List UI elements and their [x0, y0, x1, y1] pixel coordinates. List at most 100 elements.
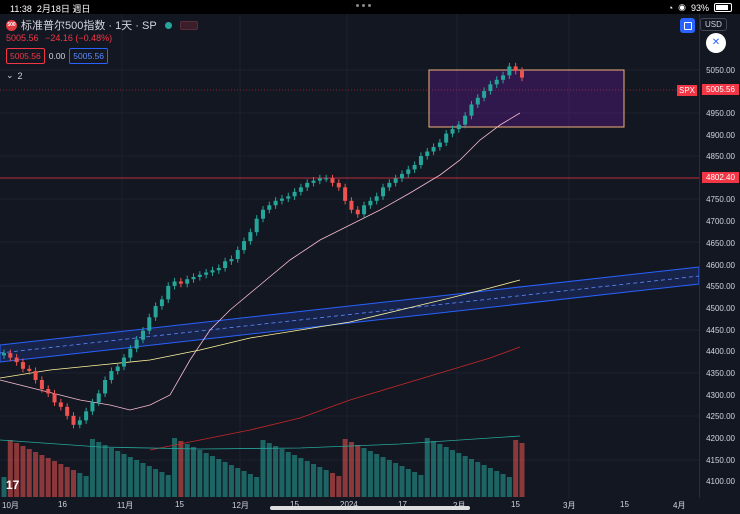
volume-bar: [399, 466, 405, 497]
candle-body: [324, 178, 329, 180]
volume-bar: [317, 467, 323, 497]
volume-bar: [121, 454, 127, 497]
candle-body: [58, 402, 63, 407]
currency-select[interactable]: USD: [700, 18, 727, 31]
time-label: 2024: [340, 500, 358, 509]
volume-bar: [393, 463, 399, 497]
fullscreen-icon[interactable]: [680, 18, 695, 33]
multitask-dots[interactable]: [356, 4, 371, 7]
time-label: 3月: [563, 501, 576, 510]
alert-icon[interactable]: [179, 20, 198, 30]
candle-body: [425, 151, 430, 156]
axis-tick: 4700.00: [706, 217, 735, 226]
volume-bar: [494, 471, 500, 497]
volume-bar: [247, 474, 253, 497]
axis-tick: 5050.00: [706, 66, 735, 75]
time-label: 2月: [453, 500, 465, 511]
price-line: 5005.56 −24.16 (−0.48%): [6, 33, 112, 43]
candle-body: [475, 97, 480, 105]
candle-body: [412, 164, 417, 170]
volume-bar: [209, 456, 215, 497]
sell-button[interactable]: 5005.56: [6, 48, 45, 64]
candle-body: [279, 198, 284, 201]
candle-body: [261, 209, 265, 219]
crosshair-icon[interactable]: ✕: [706, 33, 726, 53]
candle-body: [2, 353, 6, 356]
axis-tick: 4200.00: [706, 434, 735, 443]
price-change: −24.16 (−0.48%): [45, 33, 113, 43]
candle-body: [153, 306, 158, 318]
candle-body: [103, 380, 108, 394]
volume-bar: [89, 439, 95, 497]
volume-bar: [102, 445, 108, 497]
symbol-tag: SPX: [677, 85, 698, 96]
candle-body: [33, 371, 38, 380]
volume-bar: [424, 438, 430, 497]
candlesticks: [2, 62, 524, 429]
volume-bar: [146, 466, 152, 497]
volume-bar: [519, 443, 525, 497]
buy-button[interactable]: 5005.56: [69, 48, 109, 64]
candle-body: [77, 420, 82, 425]
volume-bar: [412, 472, 418, 497]
volume-bar: [380, 457, 386, 497]
volume-bar: [254, 477, 260, 497]
volume-bar: [178, 441, 184, 497]
candle-body: [393, 178, 398, 183]
volume-bar: [361, 448, 367, 497]
time-label: 15: [511, 500, 520, 509]
candle-body: [286, 196, 291, 199]
volume-bar: [329, 473, 335, 497]
volume-bar: [348, 442, 354, 497]
location-icon: ◉: [678, 2, 686, 12]
volume-bar: [443, 447, 449, 497]
time-label: 12月: [232, 501, 249, 510]
candle-body: [349, 200, 354, 210]
candle-body: [140, 330, 145, 340]
last-price: 5005.56: [6, 33, 39, 43]
candle-body: [223, 261, 228, 268]
candle-body: [128, 348, 133, 358]
candle-body: [362, 205, 367, 215]
volume-bar: [468, 459, 474, 497]
status-right: ◔ ◉ 93%: [668, 2, 732, 13]
volume-bar: [298, 458, 304, 497]
axis-tick: 4300.00: [706, 391, 735, 400]
candle-body: [46, 388, 51, 394]
candle-body: [242, 241, 247, 251]
volume-bars: [1, 438, 525, 497]
candle-body: [191, 276, 196, 280]
volume-bar: [323, 470, 329, 497]
candle-body: [185, 279, 190, 284]
volume-bar: [83, 476, 89, 497]
candle-body: [463, 115, 468, 125]
time-label: 16: [58, 500, 67, 509]
volume-bar: [77, 473, 83, 497]
indicators-toggle[interactable]: ⌄ 2: [6, 70, 23, 81]
volume-bar: [500, 474, 506, 497]
volume-bar: [304, 461, 310, 497]
symbol-title[interactable]: 标准普尔500指数 · 1天 · SP: [21, 20, 157, 32]
volume-bar: [431, 441, 437, 497]
candle-body: [8, 353, 13, 358]
volume-bar: [1, 477, 7, 497]
candle-body: [406, 169, 411, 174]
candle-body: [482, 91, 487, 98]
candle-body: [501, 75, 506, 80]
axis-tick: 4350.00: [706, 369, 735, 378]
candle-body: [159, 299, 164, 307]
volume-bar: [20, 446, 26, 497]
volume-bar: [228, 465, 234, 497]
volume-bar: [266, 443, 272, 497]
volume-bar: [311, 464, 317, 497]
price-chart[interactable]: [0, 14, 699, 498]
candle-body: [147, 317, 152, 331]
candle-body: [298, 187, 303, 192]
candle-body: [248, 232, 253, 242]
home-indicator[interactable]: [270, 506, 470, 510]
candle-body: [122, 357, 127, 367]
volume-bar: [222, 462, 228, 497]
volume-bar: [481, 465, 487, 497]
symbol-header[interactable]: 500 标准普尔500指数 · 1天 · SP: [6, 17, 198, 33]
axis-tick: 4400.00: [706, 347, 735, 356]
